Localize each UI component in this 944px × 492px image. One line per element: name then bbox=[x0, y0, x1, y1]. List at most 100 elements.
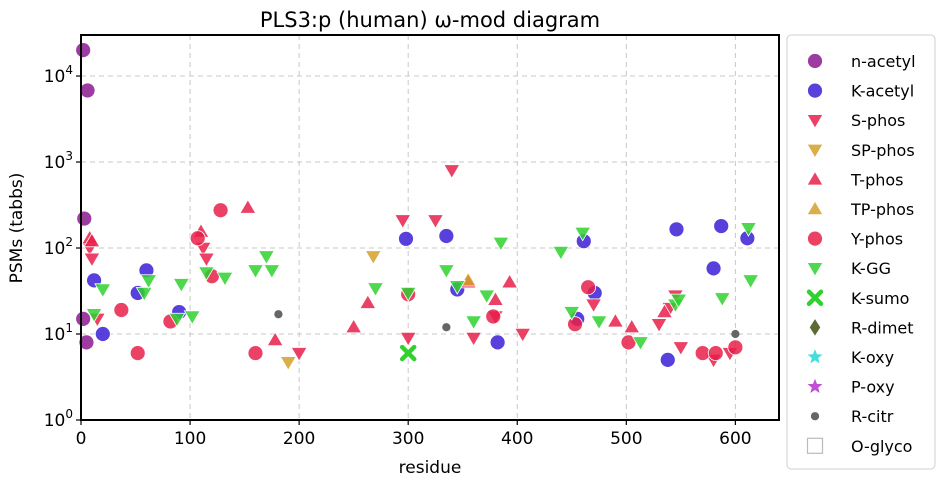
point-k-acetyl bbox=[713, 218, 730, 234]
legend-item-k-gg: K-GG bbox=[806, 259, 891, 278]
legend-item-y-phos: Y-phos bbox=[807, 230, 903, 249]
point-k-sumo bbox=[399, 344, 417, 362]
point-k-acetyl bbox=[668, 221, 685, 238]
y-tick-label: 100 bbox=[44, 407, 73, 431]
point-k-gg bbox=[478, 289, 496, 305]
point-t-phos bbox=[486, 291, 505, 306]
legend-marker-tp-phos bbox=[806, 200, 824, 216]
legend-marker-sp-phos bbox=[806, 143, 824, 159]
point-t-phos bbox=[359, 294, 377, 309]
y-tick-label: 102 bbox=[44, 235, 73, 259]
point-n-acetyl bbox=[78, 334, 95, 351]
point-k-gg bbox=[246, 264, 265, 280]
grid bbox=[80, 35, 779, 421]
point-k-gg bbox=[492, 236, 510, 252]
point-y-phos bbox=[129, 345, 146, 361]
point-s-phos bbox=[394, 214, 412, 229]
point-y-phos bbox=[707, 345, 724, 361]
x-tick-label: 100 bbox=[174, 429, 206, 449]
legend-label-k-acetyl: K-acetyl bbox=[851, 82, 914, 101]
point-k-gg bbox=[399, 286, 417, 302]
legend-marker-y-phos bbox=[807, 230, 823, 247]
y-tick-label: 103 bbox=[44, 149, 73, 173]
point-s-phos bbox=[514, 327, 532, 343]
legend-marker-k-sumo bbox=[806, 289, 824, 307]
x-axis: 0 100 200 300 400 500 600 bbox=[76, 420, 752, 449]
point-t-phos bbox=[606, 312, 624, 328]
x-tick-label: 300 bbox=[392, 429, 424, 449]
point-k-acetyl bbox=[94, 326, 111, 342]
chart-title: PLS3:p (human) ω-mod diagram bbox=[260, 8, 600, 32]
x-axis-label: residue bbox=[399, 458, 462, 478]
legend-item-k-acetyl: K-acetyl bbox=[807, 82, 914, 101]
point-n-acetyl bbox=[75, 42, 92, 59]
x-tick-label: 500 bbox=[610, 429, 642, 449]
point-k-gg bbox=[85, 308, 103, 323]
point-k-gg bbox=[437, 264, 455, 280]
point-t-phos bbox=[345, 318, 363, 334]
point-s-phos bbox=[650, 318, 668, 333]
x-tick-label: 600 bbox=[719, 429, 751, 449]
legend-marker-k-oxy bbox=[807, 349, 823, 364]
point-k-gg bbox=[216, 271, 234, 287]
point-s-phos bbox=[465, 331, 483, 347]
point-s-phos bbox=[585, 298, 603, 314]
point-k-gg bbox=[739, 222, 758, 237]
point-r-citr bbox=[731, 329, 740, 339]
legend-label-k-sumo: K-sumo bbox=[851, 289, 909, 308]
y-tick-label: 104 bbox=[44, 63, 73, 87]
legend-label-r-citr: R-citr bbox=[851, 407, 894, 426]
point-t-phos bbox=[501, 273, 519, 289]
point-k-gg bbox=[742, 274, 760, 290]
legend-label-o-glyco: O-glyco bbox=[851, 437, 912, 456]
point-sp-phos bbox=[279, 356, 297, 371]
legend-label-k-gg: K-GG bbox=[851, 259, 891, 278]
point-k-gg bbox=[465, 315, 483, 331]
legend-marker-t-phos bbox=[806, 170, 824, 186]
legend-item-tp-phos: TP-phos bbox=[806, 200, 914, 219]
legend-marker-s-phos bbox=[806, 114, 824, 129]
point-n-acetyl bbox=[76, 210, 93, 227]
point-y-phos bbox=[567, 316, 583, 333]
legend: n-acetyl K-acetyl S-phos SP-phos T-phos TP-ph… bbox=[786, 34, 936, 470]
legend-marker-o-glyco bbox=[806, 437, 824, 454]
legend-label-t-phos: T-phos bbox=[850, 170, 904, 189]
y-axis-label: PSMs (tabbs) bbox=[7, 173, 27, 284]
point-r-citr bbox=[274, 310, 283, 319]
point-t-phos bbox=[239, 198, 257, 214]
legend-item-k-sumo: K-sumo bbox=[806, 289, 909, 308]
point-k-gg bbox=[263, 264, 281, 280]
legend-label-y-phos: Y-phos bbox=[850, 230, 903, 249]
point-k-gg bbox=[670, 293, 688, 309]
legend-marker-r-dimet bbox=[809, 319, 821, 336]
point-k-acetyl bbox=[705, 260, 722, 277]
point-k-gg bbox=[94, 283, 112, 299]
legend-item-t-phos: T-phos bbox=[806, 170, 904, 189]
point-k-gg bbox=[257, 250, 275, 266]
legend-item-n-acetyl: n-acetyl bbox=[807, 52, 916, 71]
legend-marker-k-gg bbox=[806, 262, 824, 277]
point-k-gg bbox=[631, 336, 650, 352]
legend-box bbox=[786, 34, 936, 470]
legend-label-p-oxy: P-oxy bbox=[851, 378, 895, 397]
point-k-acetyl bbox=[659, 351, 676, 368]
legend-item-p-oxy: P-oxy bbox=[807, 378, 895, 397]
point-k-gg bbox=[197, 266, 215, 282]
point-y-phos bbox=[247, 345, 264, 361]
x-tick-label: 0 bbox=[76, 429, 87, 449]
y-tick-label: 101 bbox=[44, 321, 73, 345]
point-y-phos bbox=[485, 308, 502, 325]
point-n-acetyl bbox=[75, 310, 92, 327]
legend-marker-p-oxy bbox=[807, 378, 823, 393]
y-axis: 100 101 102 103 104 bbox=[44, 63, 81, 431]
legend-item-r-dimet: R-dimet bbox=[809, 318, 914, 337]
point-y-phos bbox=[727, 339, 744, 356]
point-k-acetyl bbox=[438, 228, 455, 244]
legend-marker-r-citr bbox=[810, 412, 820, 421]
point-y-phos bbox=[189, 230, 206, 247]
legend-item-r-citr: R-citr bbox=[810, 407, 894, 426]
point-k-gg bbox=[713, 292, 731, 307]
point-k-gg bbox=[563, 306, 581, 321]
legend-item-sp-phos: SP-phos bbox=[806, 141, 915, 160]
